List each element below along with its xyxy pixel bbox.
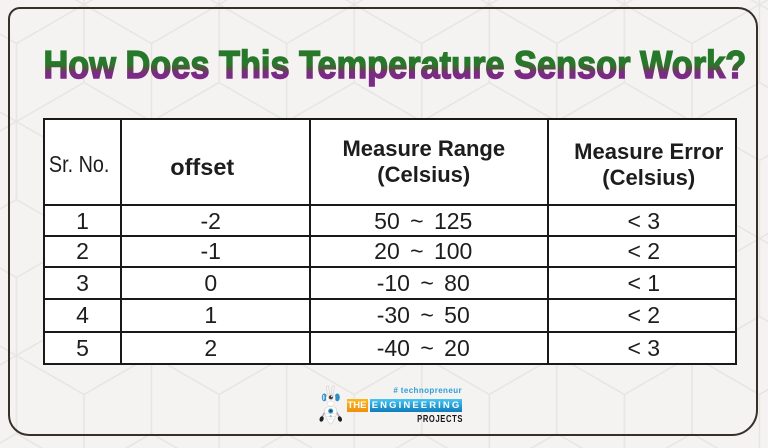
svg-text:How Does This Temperature Sens: How Does This Temperature Sensor Work? — [44, 43, 747, 86]
